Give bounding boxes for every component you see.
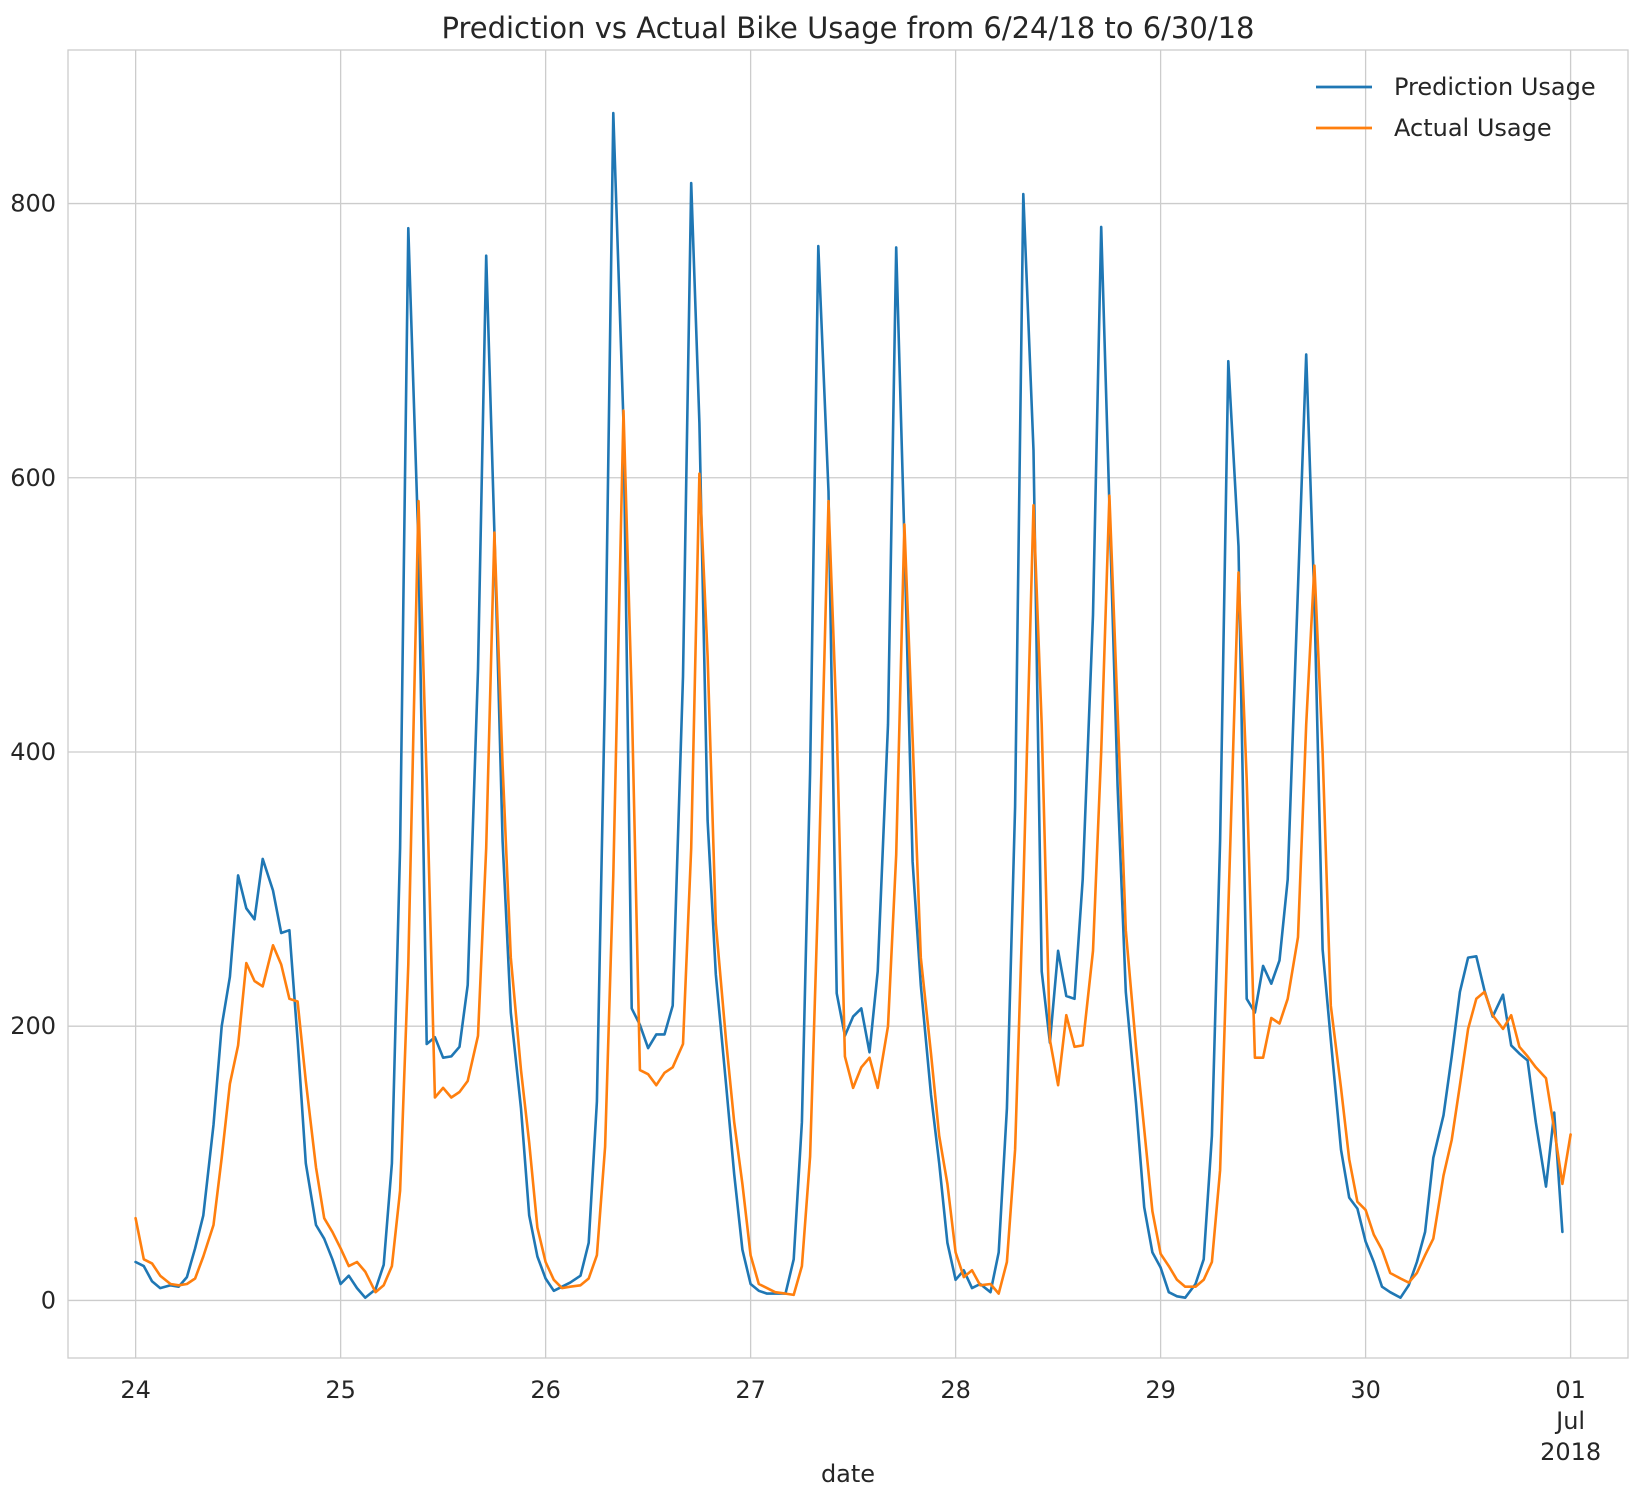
y-tick-label: 200: [10, 1012, 56, 1040]
y-tick-label: 600: [10, 464, 56, 492]
x-tick-label: 26: [530, 1376, 561, 1404]
x-axis-ticks: 24 25 26 27 28 29 30 01 Jul 2018: [120, 1376, 1601, 1466]
y-tick-label: 0: [41, 1286, 56, 1314]
y-tick-label: 800: [10, 190, 56, 218]
x-tick-label: 28: [940, 1376, 971, 1404]
y-tick-label: 400: [10, 738, 56, 766]
x-tick-label: 01: [1555, 1376, 1586, 1404]
x-tick-label: 29: [1145, 1376, 1176, 1404]
x-tick-label: 24: [120, 1376, 151, 1404]
series-line-actual: [134, 409, 1572, 1297]
chart-title: Prediction vs Actual Bike Usage from 6/2…: [441, 11, 1254, 45]
y-axis-ticks: 0 200 400 600 800: [10, 190, 56, 1315]
x-tick-label: 27: [735, 1376, 766, 1404]
x-tick-sublabel: Jul: [1554, 1407, 1585, 1435]
series-layer: [134, 111, 1572, 1299]
legend-label: Prediction Usage: [1394, 73, 1596, 101]
x-axis-label: date: [821, 1460, 875, 1488]
legend: Prediction Usage Actual Usage: [1316, 73, 1596, 142]
x-tick-label: 30: [1350, 1376, 1381, 1404]
plot-frame: [67, 49, 1629, 1359]
x-tick-label: 25: [325, 1376, 356, 1404]
legend-label: Actual Usage: [1394, 114, 1552, 142]
x-tick-sublabel: 2018: [1540, 1438, 1601, 1466]
